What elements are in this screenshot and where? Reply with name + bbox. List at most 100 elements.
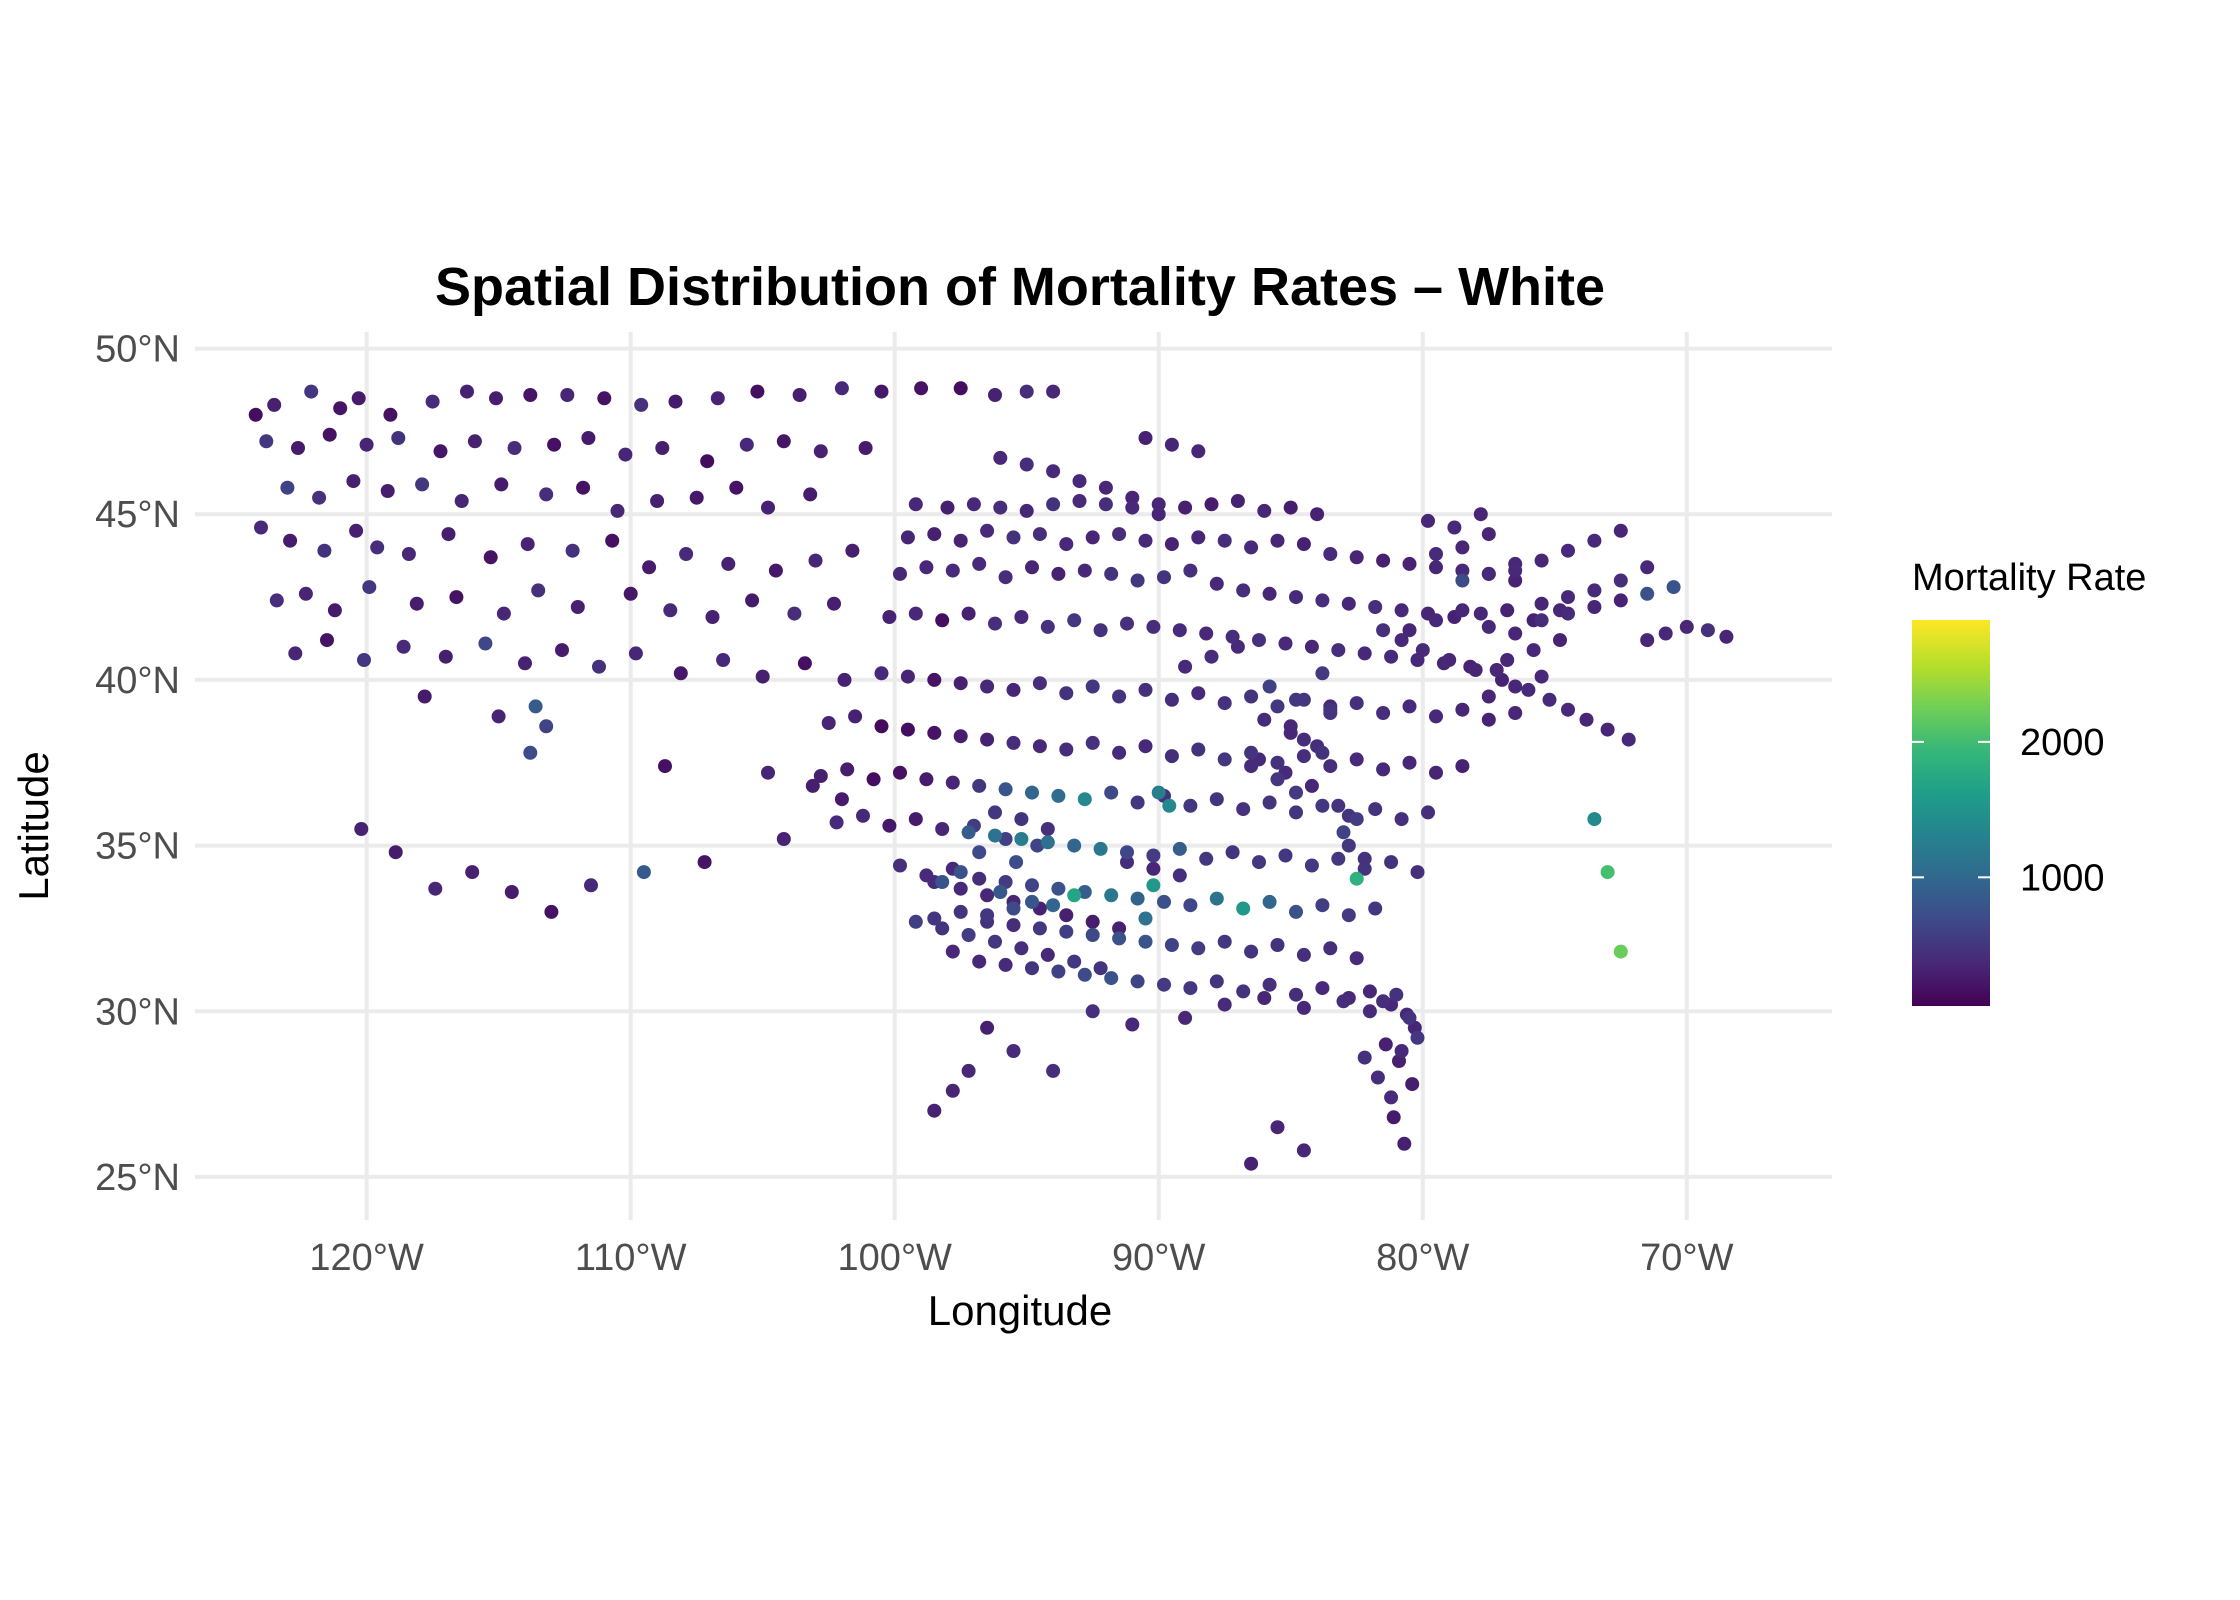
data-point [504, 885, 519, 899]
data-point [1025, 560, 1039, 575]
data-point [953, 865, 968, 880]
data-point [988, 828, 1002, 843]
data-point [1455, 603, 1470, 618]
data-point [988, 805, 1002, 820]
data-point [1508, 679, 1523, 694]
data-point [280, 480, 295, 495]
data-point [1217, 752, 1232, 767]
data-point [776, 832, 791, 846]
data-point [415, 477, 430, 492]
data-point [1270, 755, 1285, 770]
data-point [1296, 732, 1311, 747]
data-point [383, 407, 398, 422]
data-point [893, 566, 907, 581]
x-tick-label: 70°W [1640, 1237, 1733, 1279]
data-point [1244, 944, 1259, 959]
data-point [1157, 570, 1171, 585]
data-point [1341, 908, 1356, 923]
data-point [1368, 600, 1383, 614]
data-point [1120, 855, 1134, 870]
data-point [866, 772, 881, 787]
data-point [1357, 851, 1372, 866]
data-point [797, 656, 812, 671]
data-point [1046, 464, 1061, 479]
data-point [1315, 981, 1330, 996]
data-point [1384, 1090, 1399, 1105]
data-point [1014, 832, 1029, 846]
data-point [518, 656, 532, 671]
data-point [1621, 732, 1636, 747]
data-point [874, 384, 889, 399]
data-point [1112, 931, 1127, 946]
data-point [808, 553, 823, 568]
data-point [544, 904, 559, 919]
data-point [597, 391, 612, 406]
data-point [1421, 805, 1435, 820]
data-point [945, 775, 960, 790]
data-point [1217, 934, 1232, 949]
data-point [1006, 1044, 1021, 1058]
data-point [1455, 573, 1470, 588]
data-point [1025, 894, 1039, 909]
data-point [1640, 633, 1655, 648]
data-point [1025, 785, 1039, 800]
data-point [988, 616, 1002, 631]
data-point [1262, 894, 1277, 909]
data-point [1030, 838, 1045, 853]
data-point [467, 434, 482, 449]
data-point [1534, 669, 1549, 684]
data-point [1236, 802, 1251, 817]
data-point [581, 431, 596, 445]
data-point [1112, 689, 1127, 704]
data-point [858, 441, 873, 455]
data-point [1244, 689, 1259, 704]
data-point [1164, 938, 1179, 952]
data-point [1349, 696, 1364, 711]
data-point [1051, 566, 1066, 581]
data-point [927, 911, 942, 926]
data-point [1138, 739, 1153, 754]
data-point [1349, 871, 1364, 886]
data-point [1289, 904, 1303, 919]
data-point [1613, 593, 1628, 608]
data-point [761, 500, 775, 515]
data-point [729, 480, 744, 495]
data-point [1130, 573, 1145, 588]
data-point [1587, 533, 1602, 548]
data-point [1098, 480, 1113, 495]
chart-title: Spatial Distribution of Mortality Rates … [435, 257, 1605, 317]
data-point [980, 732, 995, 747]
data-point [988, 934, 1002, 949]
data-point [560, 388, 575, 402]
data-point [1085, 735, 1100, 750]
data-point [1093, 841, 1108, 856]
data-point [848, 709, 863, 724]
data-point [1225, 629, 1240, 644]
data-point [980, 679, 995, 694]
data-point [1262, 586, 1277, 601]
data-point [1405, 1077, 1420, 1092]
data-point [388, 845, 403, 860]
data-point [1679, 619, 1694, 634]
data-point [1019, 503, 1034, 518]
data-point [1289, 590, 1303, 605]
data-point [1138, 911, 1153, 926]
data-point [972, 954, 987, 969]
data-point [1468, 663, 1483, 677]
data-point [1125, 1017, 1140, 1032]
data-point [1304, 858, 1319, 873]
data-point [768, 563, 783, 578]
data-point [1315, 666, 1330, 681]
data-point [1191, 686, 1206, 701]
data-point [1481, 689, 1496, 704]
data-point [1209, 792, 1224, 807]
data-points [248, 381, 1734, 1171]
data-point [283, 533, 298, 548]
data-point [1394, 812, 1409, 827]
data-point [1098, 497, 1113, 512]
data-point [1006, 682, 1021, 697]
data-point [900, 530, 915, 545]
data-point [547, 437, 562, 452]
data-point [1204, 649, 1219, 664]
data-point [953, 676, 968, 691]
